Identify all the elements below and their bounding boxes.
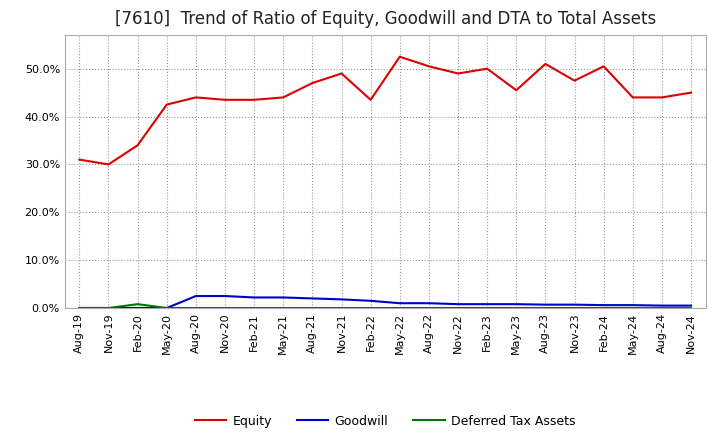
Equity <box>395 54 404 59</box>
Legend: Equity, Goodwill, Deferred Tax Assets: Equity, Goodwill, Deferred Tax Assets <box>190 410 580 433</box>
Goodwill <box>337 297 346 302</box>
Deferred Tax Assets <box>512 305 521 311</box>
Deferred Tax Assets <box>599 305 608 311</box>
Line: Deferred Tax Assets: Deferred Tax Assets <box>79 304 691 308</box>
Equity <box>163 102 171 107</box>
Equity <box>75 157 84 162</box>
Goodwill <box>395 301 404 306</box>
Equity <box>220 97 229 103</box>
Equity <box>250 97 258 103</box>
Title: [7610]  Trend of Ratio of Equity, Goodwill and DTA to Total Assets: [7610] Trend of Ratio of Equity, Goodwil… <box>114 10 656 28</box>
Goodwill <box>657 303 666 308</box>
Equity <box>337 71 346 76</box>
Goodwill <box>308 296 317 301</box>
Deferred Tax Assets <box>395 305 404 311</box>
Goodwill <box>163 305 171 311</box>
Deferred Tax Assets <box>629 305 637 311</box>
Equity <box>541 61 550 66</box>
Deferred Tax Assets <box>163 305 171 311</box>
Equity <box>599 64 608 69</box>
Deferred Tax Assets <box>75 305 84 311</box>
Equity <box>454 71 462 76</box>
Line: Goodwill: Goodwill <box>79 296 691 308</box>
Deferred Tax Assets <box>250 305 258 311</box>
Goodwill <box>250 295 258 300</box>
Equity <box>657 95 666 100</box>
Goodwill <box>279 295 287 300</box>
Deferred Tax Assets <box>541 305 550 311</box>
Deferred Tax Assets <box>454 305 462 311</box>
Goodwill <box>599 302 608 308</box>
Deferred Tax Assets <box>425 305 433 311</box>
Goodwill <box>220 293 229 299</box>
Goodwill <box>366 298 375 304</box>
Equity <box>308 81 317 86</box>
Deferred Tax Assets <box>104 305 113 311</box>
Goodwill <box>75 305 84 311</box>
Goodwill <box>570 302 579 307</box>
Equity <box>279 95 287 100</box>
Deferred Tax Assets <box>687 305 696 311</box>
Equity <box>133 143 142 148</box>
Deferred Tax Assets <box>220 305 229 311</box>
Deferred Tax Assets <box>657 305 666 311</box>
Deferred Tax Assets <box>570 305 579 311</box>
Deferred Tax Assets <box>192 305 200 311</box>
Line: Equity: Equity <box>79 57 691 165</box>
Equity <box>104 162 113 167</box>
Goodwill <box>512 301 521 307</box>
Deferred Tax Assets <box>279 305 287 311</box>
Equity <box>687 90 696 95</box>
Goodwill <box>454 301 462 307</box>
Goodwill <box>192 293 200 299</box>
Goodwill <box>133 305 142 311</box>
Deferred Tax Assets <box>366 305 375 311</box>
Equity <box>483 66 492 71</box>
Deferred Tax Assets <box>133 301 142 307</box>
Equity <box>192 95 200 100</box>
Equity <box>366 97 375 103</box>
Goodwill <box>104 305 113 311</box>
Deferred Tax Assets <box>483 305 492 311</box>
Deferred Tax Assets <box>308 305 317 311</box>
Equity <box>629 95 637 100</box>
Goodwill <box>687 303 696 308</box>
Equity <box>570 78 579 83</box>
Equity <box>512 88 521 93</box>
Equity <box>425 64 433 69</box>
Goodwill <box>541 302 550 307</box>
Deferred Tax Assets <box>337 305 346 311</box>
Goodwill <box>425 301 433 306</box>
Goodwill <box>483 301 492 307</box>
Goodwill <box>629 302 637 308</box>
